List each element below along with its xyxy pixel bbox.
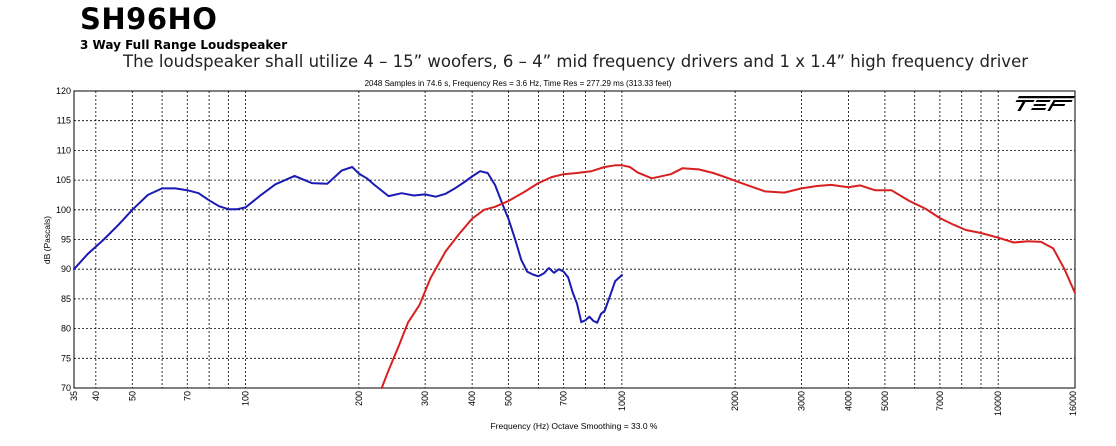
x-tick-label: 16000 xyxy=(1068,391,1078,416)
y-tick-label: 105 xyxy=(56,175,71,185)
x-tick-label: 2000 xyxy=(730,391,740,411)
y-axis: 70 75 80 85 90 95 100 105 110 115 120 xyxy=(56,86,71,393)
x-axis-label: Frequency (Hz) Octave Smoothing = 33.0 % xyxy=(490,421,657,431)
x-tick-label: 7000 xyxy=(935,391,945,411)
chart-subtitle: 3 Way Full Range Loudspeaker xyxy=(80,38,288,52)
series-line-2 xyxy=(380,164,1076,389)
x-tick-label: 400 xyxy=(467,391,477,406)
x-tick-label: 5000 xyxy=(880,391,890,411)
y-tick-label: 110 xyxy=(57,145,71,155)
x-tick-label: 200 xyxy=(354,391,364,406)
x-tick-label: 35 xyxy=(69,391,79,401)
y-tick-label: 75 xyxy=(61,353,71,363)
y-tick-label: 90 xyxy=(61,264,71,274)
y-tick-label: 85 xyxy=(61,294,71,304)
x-tick-label: 50 xyxy=(127,391,137,401)
y-tick-label: 100 xyxy=(56,205,71,215)
x-tick-label: 500 xyxy=(504,391,514,406)
x-tick-label: 70 xyxy=(182,391,192,401)
x-tick-label: 100 xyxy=(241,391,251,406)
series-group xyxy=(73,164,1076,389)
x-tick-label: 40 xyxy=(91,391,101,401)
tef-logo xyxy=(1015,96,1075,111)
x-tick-label: 4000 xyxy=(843,391,853,411)
x-tick-label: 300 xyxy=(420,391,430,406)
y-tick-label: 80 xyxy=(61,324,71,334)
measurement-info: 2048 Samples in 74.6 s, Frequency Res = … xyxy=(364,79,672,88)
grid xyxy=(74,91,1075,388)
x-tick-label: 3000 xyxy=(796,391,806,411)
y-tick-label: 115 xyxy=(57,116,71,126)
x-tick-label: 700 xyxy=(559,391,569,406)
y-axis-label: dB (Pascals) xyxy=(42,216,52,264)
x-tick-label: 1000 xyxy=(617,391,627,411)
y-tick-label: 95 xyxy=(61,235,71,245)
spec-description: The loudspeaker shall utilize 4 – 15” wo… xyxy=(123,52,1029,71)
x-axis: 35 40 50 70 100 200 300 400 500 700 1000 2000 3000 40… xyxy=(69,391,1078,416)
series-line-1 xyxy=(73,166,623,324)
x-tick-label: 10000 xyxy=(993,391,1003,416)
y-tick-label: 120 xyxy=(56,86,71,96)
y-tick-label: 70 xyxy=(61,383,71,393)
chart-title: SH96HO xyxy=(80,2,218,36)
